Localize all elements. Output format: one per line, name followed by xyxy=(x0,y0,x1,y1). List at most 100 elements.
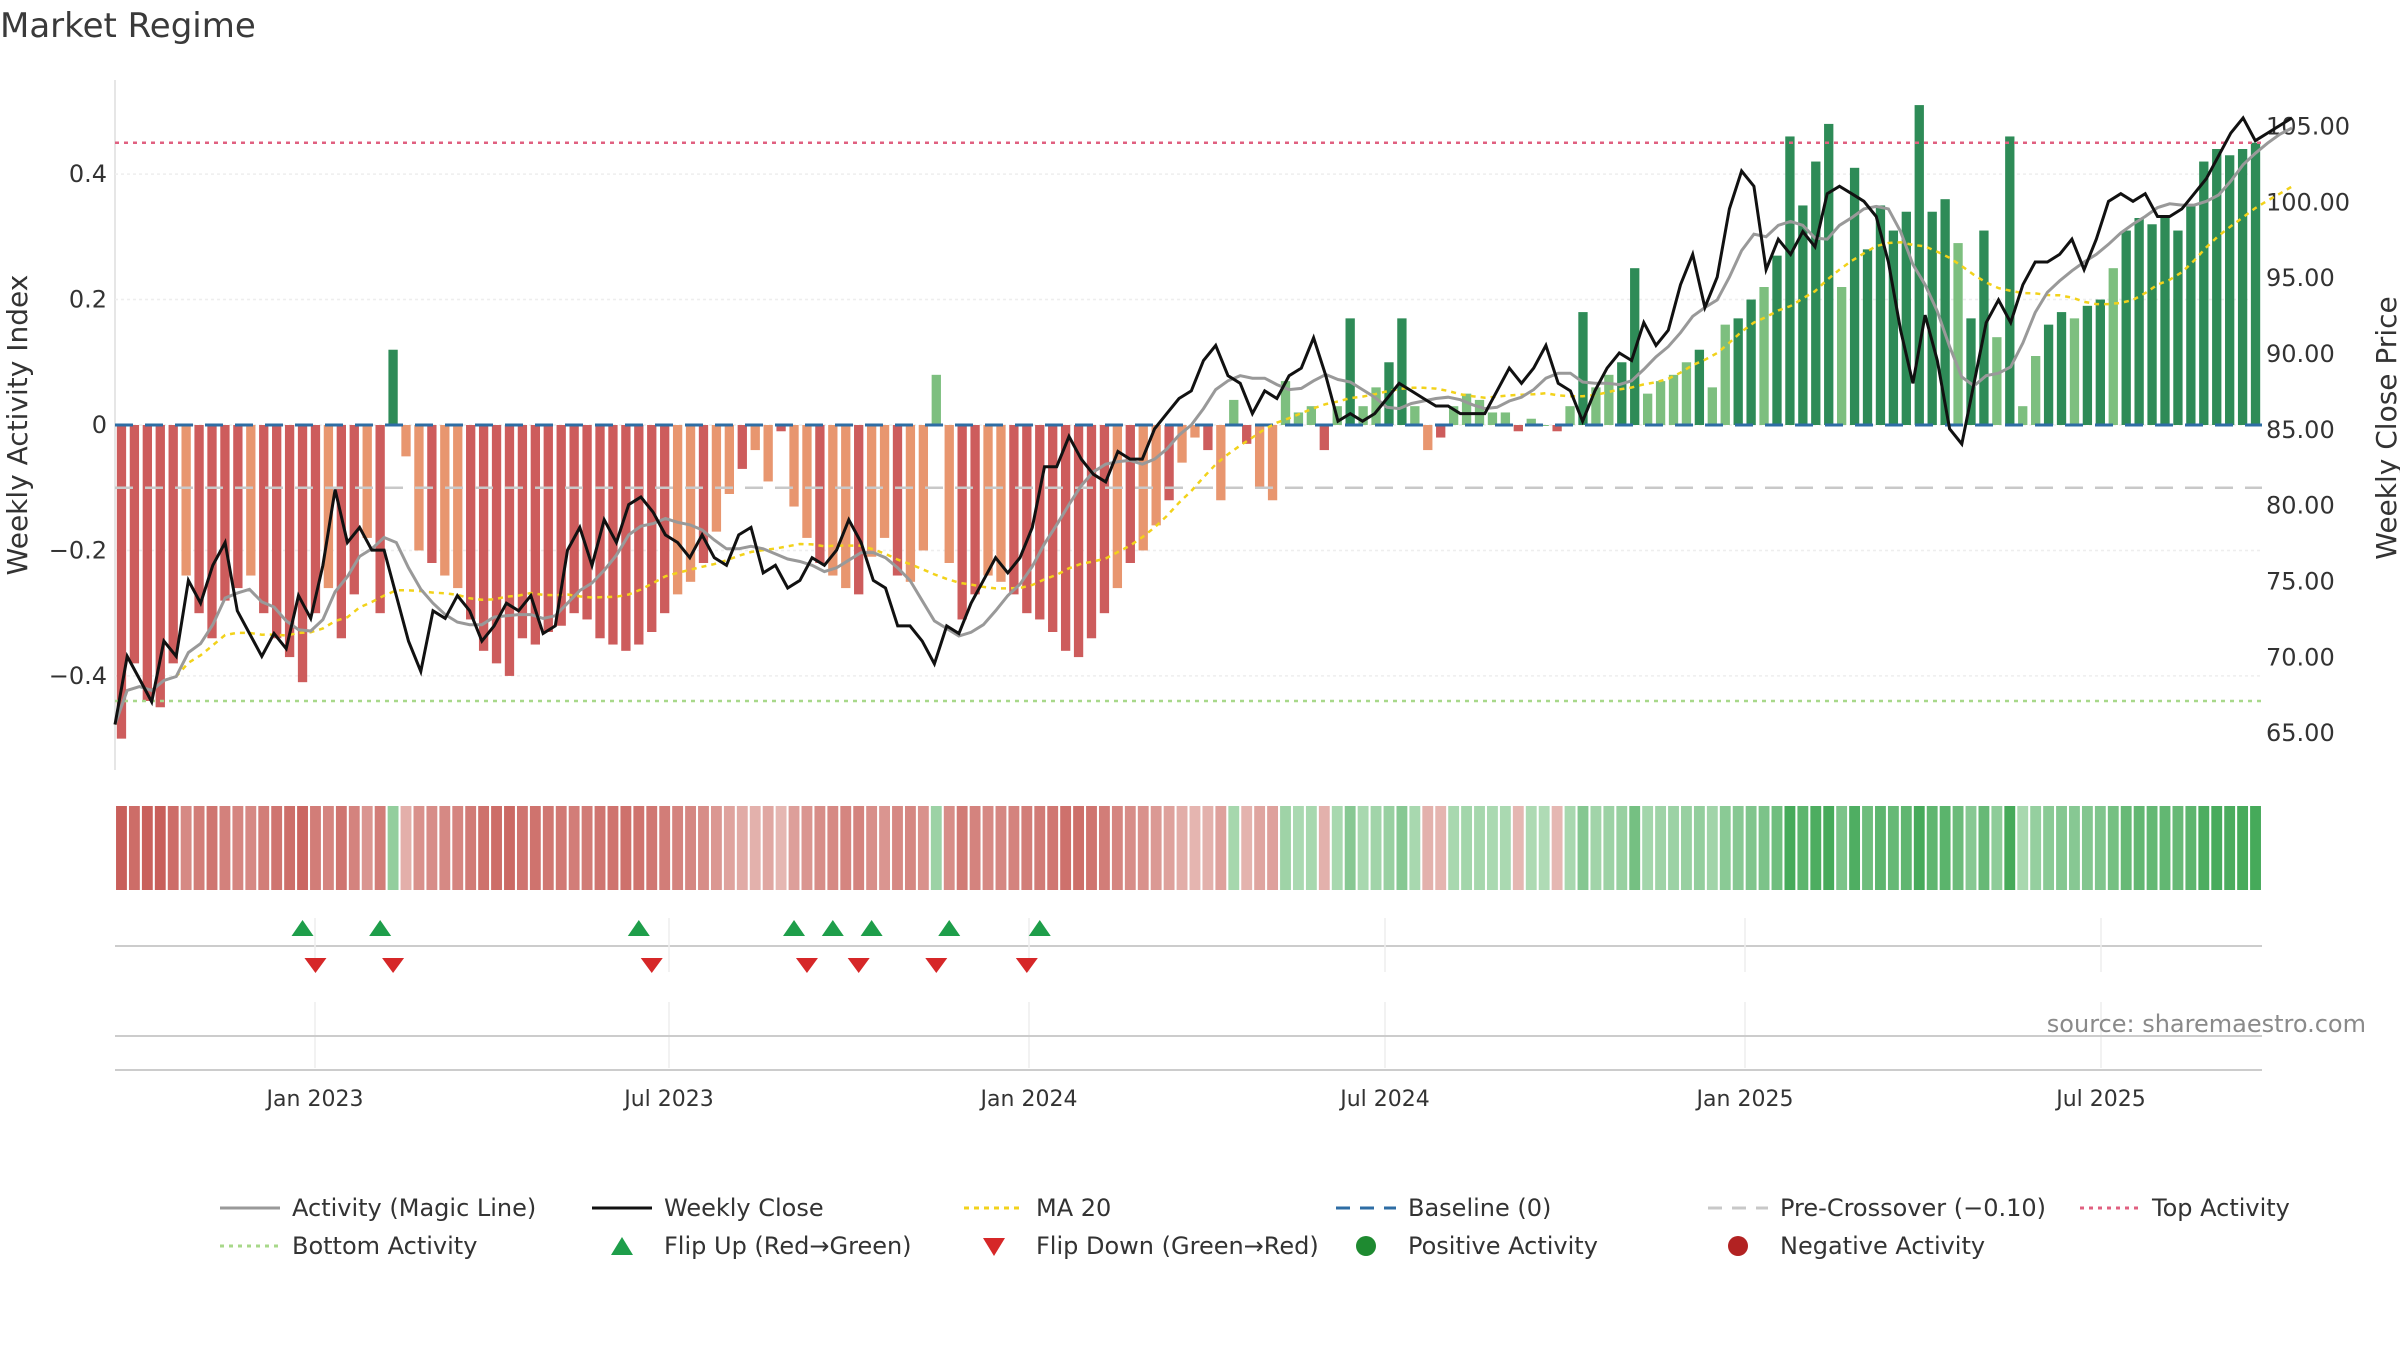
activity-bar xyxy=(194,425,204,614)
activity-bar xyxy=(2095,299,2105,425)
legend-swatch-bottom-activity xyxy=(220,1244,280,1248)
activity-bar xyxy=(530,425,541,645)
regime-strip-cell xyxy=(646,806,658,890)
regime-strip-cell xyxy=(1823,806,1835,890)
ma20-line xyxy=(113,185,2293,725)
activity-bar xyxy=(297,425,308,683)
legend-swatch-weekly-close xyxy=(592,1206,652,1210)
regime-strip-cell xyxy=(995,806,1007,890)
regime-strip-cell xyxy=(1254,806,1266,890)
activity-bar xyxy=(284,425,295,658)
regime-strip-cell xyxy=(1862,806,1873,890)
regime-strip-cell xyxy=(1512,806,1524,890)
activity-bar xyxy=(168,425,178,664)
legend-item-weekly-close: Weekly Close xyxy=(592,1190,824,1226)
legend-item-top-activity: Top Activity xyxy=(2080,1190,2290,1226)
activity-bar xyxy=(918,425,929,551)
activity-bar xyxy=(1242,425,1252,444)
legend-item-baseline: Baseline (0) xyxy=(1336,1190,1551,1226)
y2-tick-label: 100.00 xyxy=(2266,188,2350,216)
y2-tick-label: 85.00 xyxy=(2266,416,2335,444)
x-tick-label: Jan 2023 xyxy=(265,1087,364,1112)
regime-strip-cell xyxy=(1564,806,1576,890)
activity-bar xyxy=(1151,425,1161,526)
regime-strip-cell xyxy=(1344,806,1356,890)
regime-strip-cell xyxy=(1021,806,1033,890)
activity-bar xyxy=(1319,425,1329,451)
regime-strip-cell xyxy=(607,806,619,890)
regime-strip-cell xyxy=(2056,806,2067,890)
regime-strip-cell xyxy=(2107,806,2119,890)
activity-bar xyxy=(129,425,140,664)
activity-bar xyxy=(220,425,230,601)
activity-bar xyxy=(1448,406,1459,425)
activity-bar xyxy=(737,425,747,469)
activity-bar xyxy=(2250,142,2261,425)
activity-bar xyxy=(828,425,838,576)
activity-bar xyxy=(1397,318,1407,425)
regime-strip-cell xyxy=(930,806,942,890)
regime-strip-cell xyxy=(284,806,296,890)
activity-bar xyxy=(1410,406,1420,425)
y-tick-label: 0.2 xyxy=(69,286,107,314)
regime-strip-cell xyxy=(2043,806,2055,890)
activity-bar xyxy=(2134,218,2144,425)
activity-bar xyxy=(362,425,372,538)
regime-strip-cell xyxy=(1047,806,1059,890)
activity-bar xyxy=(2121,230,2131,425)
regime-strip-cell xyxy=(1590,806,1602,890)
activity-bar xyxy=(1824,123,1834,425)
activity-bar xyxy=(711,425,722,532)
legend-label: Activity (Magic Line) xyxy=(292,1194,537,1222)
legend-label: Baseline (0) xyxy=(1408,1194,1552,1222)
flip-up-marker xyxy=(291,920,314,936)
activity-bar xyxy=(1798,205,1808,425)
regime-strip-cell xyxy=(659,806,671,890)
regime-strip-cell xyxy=(1034,806,1046,890)
x-tick-label: Jul 2023 xyxy=(622,1087,714,1112)
activity-bar xyxy=(1966,318,1976,425)
regime-strip-cell xyxy=(271,806,283,890)
regime-strip-cell xyxy=(1706,806,1718,890)
activity-bar xyxy=(1306,406,1317,425)
activity-bar xyxy=(2173,230,2183,425)
regime-strip-cell xyxy=(1681,806,1692,890)
regime-strip-cell xyxy=(465,806,477,890)
regime-strip-cell xyxy=(128,806,140,890)
activity-bar xyxy=(1254,425,1265,488)
activity-bar xyxy=(1436,425,1446,438)
regime-strip-cell xyxy=(1732,806,1744,890)
activity-bar xyxy=(802,425,812,538)
activity-bar xyxy=(1565,406,1575,425)
x-tick-label: Jul 2024 xyxy=(1338,1087,1430,1112)
activity-bar xyxy=(750,425,760,451)
y2-tick-label: 75.00 xyxy=(2266,567,2335,595)
regime-strip-cell xyxy=(322,806,334,890)
regime-strip-cell xyxy=(2081,806,2093,890)
regime-strip-cell xyxy=(1060,806,1072,890)
regime-strip-cell xyxy=(1991,806,2003,890)
regime-strip-cell xyxy=(2159,806,2171,890)
regime-strip-cell xyxy=(1383,806,1395,890)
regime-strip-cell xyxy=(1538,806,1550,890)
activity-bar xyxy=(1914,105,1924,425)
activity-bar xyxy=(2108,268,2118,425)
activity-bar xyxy=(1035,425,1045,620)
regime-strip-cell xyxy=(1202,806,1214,890)
regime-strip-cell xyxy=(2172,806,2184,890)
activity-bar xyxy=(440,425,450,576)
activity-bar xyxy=(1901,211,1911,425)
flip-down-marker xyxy=(795,958,818,973)
y2-tick-label: 90.00 xyxy=(2266,340,2335,368)
activity-bar xyxy=(1203,425,1213,451)
activity-bar xyxy=(1746,299,1756,425)
regime-strip-cell xyxy=(736,806,748,890)
activity-bar xyxy=(892,425,903,576)
regime-strip-cell xyxy=(775,806,787,890)
activity-bar xyxy=(1940,199,1950,425)
activity-bar xyxy=(1125,425,1135,563)
activity-bar xyxy=(879,425,890,538)
activity-bar xyxy=(1073,425,1084,658)
activity-bar xyxy=(1720,324,1730,425)
activity-bar xyxy=(634,425,644,645)
